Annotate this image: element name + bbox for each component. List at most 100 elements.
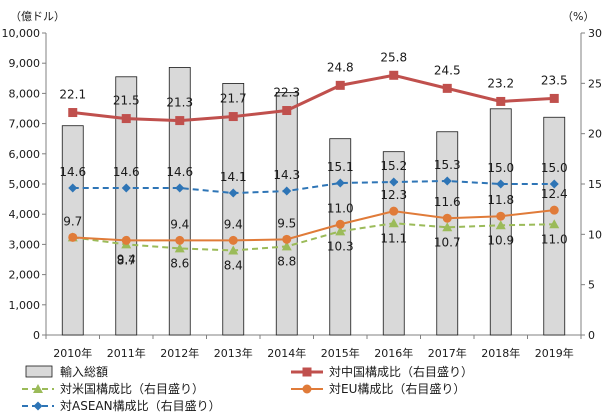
series-point: [228, 245, 239, 255]
series-line: [72, 222, 555, 252]
series-point: [549, 219, 560, 229]
bar: [275, 92, 298, 336]
series-point: [335, 178, 345, 188]
data-label: 10.9: [487, 233, 514, 247]
legend-swatch-marker: [33, 401, 43, 411]
bar: [382, 151, 405, 336]
series-point: [228, 112, 238, 122]
legend-label: 対米国構成比（右目盛り）: [60, 381, 204, 396]
bar: [168, 67, 191, 336]
left-tick-label: 6,000: [9, 148, 41, 161]
data-label: 11.0: [327, 201, 354, 215]
series-point: [389, 206, 399, 216]
legend-label: 対中国構成比（右目盛り）: [329, 364, 473, 379]
left-tick-label: 4,000: [9, 208, 41, 221]
x-tick-label: 2017年: [428, 346, 467, 360]
data-label: 15.3: [434, 158, 461, 172]
left-tick-label: 9,000: [9, 57, 41, 70]
data-label: 24.5: [434, 63, 461, 77]
series-point: [495, 220, 506, 230]
right-tick-label: 25: [588, 77, 602, 90]
x-tick-label: 2016年: [374, 346, 413, 360]
left-tick-label: 10,000: [2, 27, 41, 40]
series-point: [496, 96, 506, 106]
data-label: 10.3: [327, 239, 354, 253]
series-point: [228, 188, 238, 198]
data-label: 14.3: [273, 168, 300, 182]
series-point: [175, 235, 185, 245]
x-tick-label: 2011年: [107, 346, 146, 360]
series-point: [442, 83, 452, 93]
data-label: 8.7: [117, 253, 136, 267]
bar: [222, 83, 245, 336]
x-tick-label: 2014年: [267, 346, 306, 360]
data-label: 9.4: [117, 252, 136, 266]
right-tick-label: 5: [588, 279, 595, 292]
data-label: 24.8: [327, 60, 354, 74]
series-point: [549, 205, 559, 215]
left-tick-label: 7,000: [9, 118, 41, 131]
series-point: [68, 108, 78, 118]
series-point: [121, 183, 131, 193]
series-point: [175, 116, 185, 126]
legend-swatch-marker: [33, 384, 43, 393]
data-label: 22.1: [59, 88, 86, 102]
series-point: [68, 183, 78, 193]
series-point: [174, 243, 185, 253]
data-label: 14.6: [59, 165, 86, 179]
left-tick-label: 2,000: [9, 269, 41, 282]
data-label: 9.4: [170, 217, 189, 231]
series-point: [496, 179, 506, 189]
series-point: [282, 106, 292, 116]
right-tick-label: 20: [588, 128, 602, 141]
series-point: [175, 183, 185, 193]
data-label: 15.0: [487, 161, 514, 175]
legend: 輸入総額 対中国構成比（右目盛り） 対米国構成比（右目盛り） 対EU構成比（右目盛り）…: [22, 364, 473, 413]
series-point: [121, 114, 131, 124]
x-tick-label: 2013年: [214, 346, 253, 360]
bar-series: [61, 67, 566, 336]
series-point: [335, 226, 346, 236]
right-tick-label: 15: [588, 178, 602, 191]
series-point: [335, 219, 345, 229]
left-axis-unit: （億ドル）: [10, 10, 65, 23]
series-point: [388, 218, 399, 228]
left-tick-label: 5,000: [9, 178, 41, 191]
series-point: [389, 177, 399, 187]
series-point: [549, 179, 559, 189]
right-axis-unit: （%）: [562, 10, 594, 23]
series-point: [228, 235, 238, 245]
legend-swatch-marker: [302, 384, 312, 394]
axes: 0 1,000 2,000 3,000 4,000 5,000 6,000 7,000 8,00…: [2, 27, 603, 360]
right-tick-label: 10: [588, 228, 602, 241]
bar: [329, 138, 352, 336]
series-line: [72, 209, 555, 242]
bar: [115, 76, 138, 336]
data-label: 11.6: [434, 195, 461, 209]
series-point: [68, 232, 78, 242]
series-point: [282, 186, 292, 196]
left-tick-label: 0: [33, 329, 40, 342]
x-tick-label: 2015年: [321, 346, 360, 360]
legend-swatch-bar: [25, 365, 53, 378]
data-label: 21.7: [220, 92, 247, 106]
data-label: 11.0: [541, 232, 568, 246]
data-label: 15.2: [380, 159, 407, 173]
legend-label: 輸入総額: [60, 364, 108, 379]
data-label: 22.3: [273, 86, 300, 100]
bar: [61, 125, 84, 336]
data-label: 9.5: [277, 216, 296, 230]
bar: [436, 131, 459, 336]
left-tick-label: 1,000: [9, 299, 41, 312]
x-tick-label: 2019年: [535, 346, 574, 360]
series-point: [282, 234, 292, 244]
line-series: [67, 70, 560, 255]
series-point: [549, 93, 559, 103]
right-tick-label: 30: [588, 27, 602, 40]
data-label: 25.8: [380, 50, 407, 64]
data-label: 11.8: [487, 193, 514, 207]
data-label: 11.1: [380, 231, 407, 245]
series-point: [335, 80, 345, 90]
data-label: 12.4: [541, 187, 568, 201]
